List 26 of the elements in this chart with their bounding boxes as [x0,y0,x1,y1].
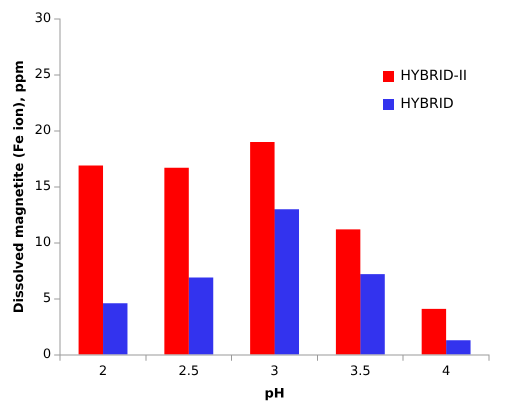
x-tick-label: 3.5 [350,364,371,379]
y-tick-label: 20 [34,123,52,138]
bar [188,278,214,354]
bar [164,168,189,354]
legend-label: HYBRID [400,96,454,112]
x-axis-title: pH [264,386,285,402]
bar [103,303,128,354]
y-tick-label: 15 [34,179,52,194]
x-tick-label: 4 [442,364,450,379]
x-tick-label: 2.5 [178,364,200,379]
y-tick-label: 5 [42,291,52,306]
bar [422,308,446,354]
bar [360,274,385,354]
bar [336,229,360,354]
bar [78,166,104,354]
y-tick-label: 0 [42,347,52,362]
y-tick-label: 25 [34,67,52,82]
bar [250,142,275,354]
y-axis-title: Dissolved magnetite (Fe ion), ppm [12,60,28,314]
bar [274,209,300,354]
x-tick-label: 2 [98,364,108,379]
y-tick-label: 10 [34,235,52,250]
y-tick-label: 30 [34,11,52,26]
bar [446,340,471,354]
x-tick-label: 3 [270,364,279,379]
legend-label: HYBRID-II [400,68,467,84]
